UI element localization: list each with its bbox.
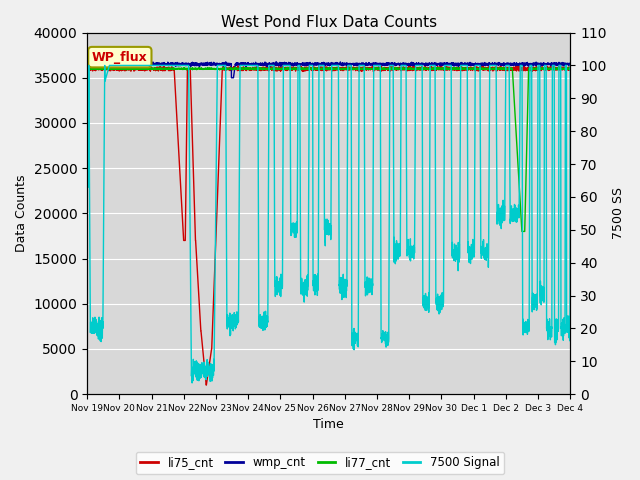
li75_cnt	[234, 63, 242, 69]
X-axis label: Time: Time	[314, 419, 344, 432]
li75_cnt	[566, 65, 574, 71]
wmp_cnt	[187, 62, 195, 68]
7500 Signal	[566, 194, 574, 200]
wmp_cnt	[218, 62, 226, 68]
7500 Signal	[187, 307, 195, 313]
Line: li77_cnt: li77_cnt	[87, 68, 570, 231]
7500 Signal	[384, 330, 392, 336]
Line: wmp_cnt: wmp_cnt	[87, 61, 570, 78]
li75_cnt	[566, 67, 574, 72]
wmp_cnt	[90, 59, 98, 64]
7500 Signal	[188, 380, 196, 386]
wmp_cnt	[566, 60, 574, 66]
li77_cnt	[457, 65, 465, 71]
7500 Signal	[83, 184, 91, 190]
li75_cnt	[384, 65, 392, 71]
li77_cnt	[83, 66, 91, 72]
7500 Signal	[566, 62, 574, 68]
li77_cnt	[566, 66, 574, 72]
li77_cnt	[518, 228, 525, 234]
wmp_cnt	[566, 62, 574, 68]
7500 Signal	[521, 324, 529, 330]
li77_cnt	[521, 228, 529, 234]
wmp_cnt	[228, 75, 236, 81]
Line: li75_cnt: li75_cnt	[87, 66, 570, 385]
7500 Signal	[85, 62, 93, 68]
li75_cnt	[202, 382, 210, 388]
li77_cnt	[376, 65, 383, 71]
Text: WP_flux: WP_flux	[92, 50, 148, 64]
li77_cnt	[187, 66, 195, 72]
wmp_cnt	[521, 62, 529, 68]
Y-axis label: 7500 SS: 7500 SS	[612, 187, 625, 240]
li75_cnt	[218, 70, 226, 75]
li75_cnt	[376, 66, 383, 72]
li75_cnt	[83, 66, 91, 72]
Line: 7500 Signal: 7500 Signal	[87, 65, 570, 383]
li77_cnt	[384, 66, 392, 72]
wmp_cnt	[384, 60, 392, 66]
7500 Signal	[376, 62, 383, 68]
7500 Signal	[218, 62, 226, 68]
li75_cnt	[521, 66, 529, 72]
li75_cnt	[187, 79, 195, 85]
li77_cnt	[218, 66, 226, 72]
Title: West Pond Flux Data Counts: West Pond Flux Data Counts	[221, 15, 436, 30]
li77_cnt	[566, 66, 574, 72]
Legend: li75_cnt, wmp_cnt, li77_cnt, 7500 Signal: li75_cnt, wmp_cnt, li77_cnt, 7500 Signal	[136, 452, 504, 474]
wmp_cnt	[376, 61, 383, 67]
Y-axis label: Data Counts: Data Counts	[15, 175, 28, 252]
wmp_cnt	[83, 62, 91, 68]
